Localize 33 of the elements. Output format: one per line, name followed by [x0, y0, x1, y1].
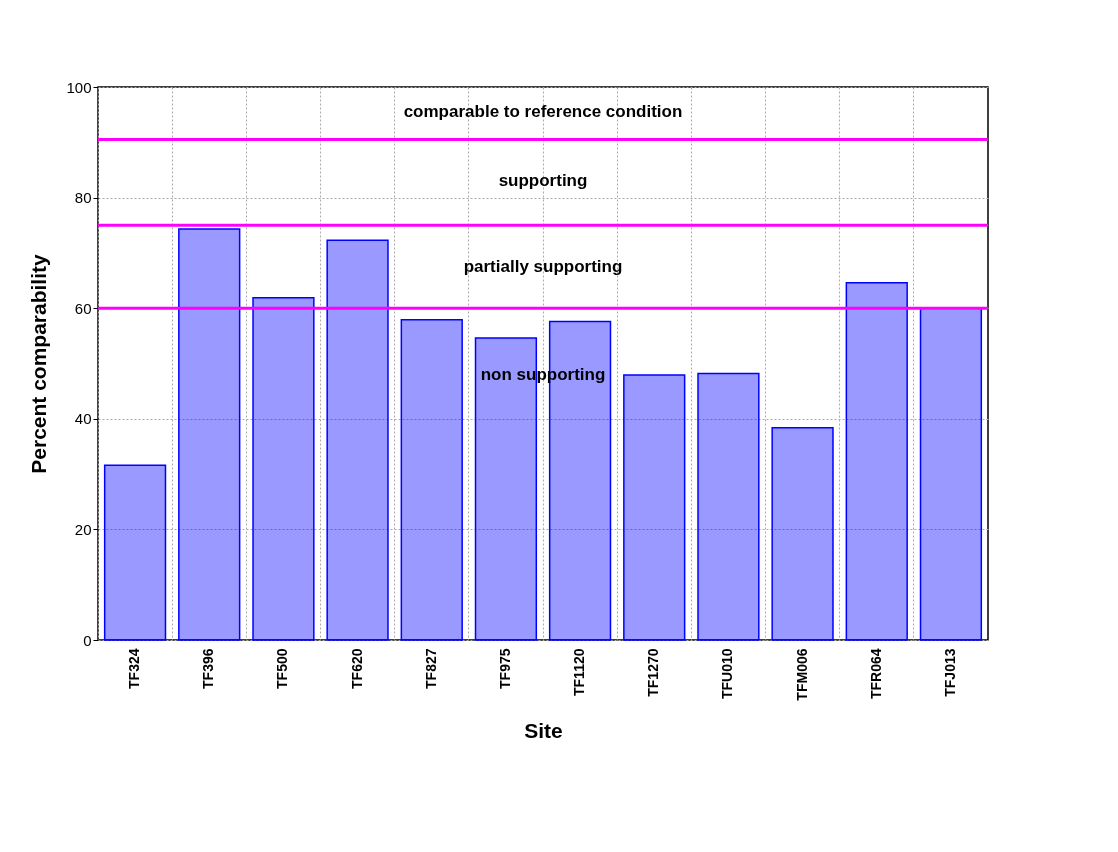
annotation: comparable to reference condition — [403, 101, 683, 121]
bar — [326, 239, 389, 641]
x-tick-label: TF975 — [496, 648, 513, 689]
x-tick-label: TFR064 — [867, 648, 884, 700]
y-tick-label: 60 — [74, 299, 92, 317]
x-tick-label: TF1120 — [571, 648, 588, 696]
x-tick-label: TFU010 — [719, 648, 736, 700]
bar — [845, 282, 908, 641]
bar — [919, 307, 983, 641]
x-axis-title: Site — [524, 718, 563, 742]
bar — [252, 296, 315, 641]
x-tick-label: TF827 — [422, 648, 439, 689]
y-tick-label: 0 — [83, 631, 92, 649]
y-tick-label: 80 — [74, 189, 92, 207]
bar — [697, 372, 760, 641]
y-tick-label: 40 — [74, 410, 92, 428]
x-tick-label: TF1270 — [645, 648, 662, 697]
y-axis-title: Percent comparability — [27, 253, 51, 474]
x-tick-label: TF500 — [274, 648, 291, 689]
x-tick-label: TF324 — [126, 648, 143, 689]
y-tick-label: 100 — [66, 78, 92, 96]
annotation: supporting — [498, 171, 588, 191]
bar — [771, 426, 834, 641]
bar — [178, 228, 241, 641]
x-tick-label: TF620 — [348, 648, 365, 689]
bar — [400, 319, 463, 641]
bar — [623, 374, 686, 641]
annotation: partially supporting — [463, 256, 623, 276]
x-tick-label: TFM006 — [793, 648, 810, 701]
bar — [103, 464, 167, 641]
x-tick-label: TFJ013 — [941, 648, 958, 697]
x-tick-label: TF396 — [200, 648, 217, 689]
y-tick-label: 20 — [74, 520, 92, 538]
